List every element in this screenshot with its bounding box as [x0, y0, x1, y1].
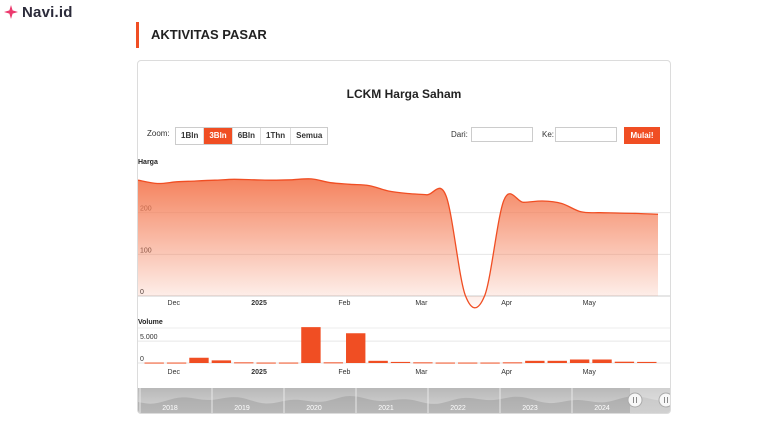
volume-bar [256, 362, 276, 364]
x-tick-label: 2025 [251, 369, 267, 376]
navigator-series [138, 396, 670, 413]
volume-bar [189, 357, 209, 363]
x-tick-label: Mar [415, 300, 428, 307]
to-date-input[interactable] [555, 127, 617, 142]
x-tick-label: Dec [168, 300, 181, 307]
zoom-label: Zoom: [147, 129, 170, 138]
chart-title: LCKM Harga Saham [346, 87, 462, 101]
price-x-tick-labels: Dec 2025 Feb Mar Apr May [168, 300, 597, 307]
volume-bar [457, 362, 478, 364]
volume-bar [547, 360, 567, 363]
x-tick-label: Dec [168, 369, 181, 376]
navigator-year-label: 2021 [378, 405, 394, 412]
x-tick-label: Feb [338, 369, 350, 376]
volume-bars [144, 327, 657, 364]
zoom-semua-button[interactable]: Semua [291, 128, 328, 144]
start-button[interactable]: Mulai! [624, 127, 660, 144]
volume-y-tick-labels: 0 5.000 [140, 334, 158, 363]
price-line [138, 178, 659, 309]
price-area [138, 178, 658, 308]
volume-bar [435, 362, 455, 364]
volume-y-tick-label: 0 [140, 356, 144, 363]
navigator-year-label: 2023 [522, 405, 538, 412]
navigator-year-label: 2022 [450, 405, 466, 412]
from-date-input[interactable] [471, 127, 533, 142]
volume-y-tick-label: 5.000 [140, 334, 158, 341]
volume-bar [502, 362, 523, 364]
volume-bar [323, 362, 344, 364]
zoom-button-group: 1Bln 3Bln 6Bln 1Thn Semua [175, 127, 329, 145]
volume-bar [569, 359, 590, 363]
navigator-year-label: 2019 [234, 405, 250, 412]
volume-bar [614, 361, 635, 363]
zoom-1thn-button[interactable]: 1Thn [261, 128, 292, 144]
from-label: Dari: [451, 130, 468, 139]
sparkle-icon [4, 5, 18, 19]
volume-bar [278, 362, 299, 364]
volume-bar [390, 361, 411, 363]
volume-bar [413, 362, 433, 364]
volume-bar [637, 361, 657, 363]
volume-bar [346, 333, 366, 363]
volume-x-tick-labels: Dec 2025 Feb Mar Apr May [168, 369, 597, 376]
zoom-1bln-button[interactable]: 1Bln [176, 128, 205, 144]
brand-logo[interactable]: Navi.id [4, 2, 73, 22]
x-tick-label: Mar [415, 369, 428, 376]
navigator-year-label: 2020 [306, 405, 322, 412]
volume-bar [301, 327, 321, 363]
navigator-year-label: 2024 [594, 405, 610, 412]
section-title: AKTIVITAS PASAR [136, 22, 267, 48]
volume-bar [480, 362, 500, 364]
volume-gridlines [138, 327, 670, 364]
x-tick-label: Apr [501, 369, 513, 376]
range-navigator[interactable]: 2018 2019 2020 2021 2022 2023 2024 [138, 388, 670, 413]
x-tick-label: Apr [501, 300, 513, 307]
navigator-handle[interactable] [627, 392, 643, 408]
price-panel-title: Harga [138, 159, 158, 166]
volume-bar [368, 360, 388, 363]
volume-bar [234, 362, 254, 364]
x-tick-label: Feb [338, 300, 350, 307]
x-tick-label: May [583, 300, 597, 307]
zoom-6bln-button[interactable]: 6Bln [232, 128, 262, 144]
brand-name: Navi.id [22, 3, 73, 21]
stock-chart-card: LCKM Harga Saham Zoom: 1Bln 3Bln 6Bln 1T… [137, 60, 671, 414]
to-label: Ke: [542, 130, 555, 139]
volume-bar [144, 362, 164, 364]
volume-bar [166, 362, 187, 364]
x-tick-label: May [583, 369, 597, 376]
volume-bar [211, 360, 232, 363]
volume-bar [592, 359, 612, 363]
navigator-year-label: 2018 [162, 405, 178, 412]
volume-panel-title: Volume [138, 319, 163, 326]
x-tick-label: 2025 [251, 300, 267, 307]
volume-bar [525, 360, 545, 363]
zoom-3bln-button[interactable]: 3Bln [204, 128, 233, 144]
